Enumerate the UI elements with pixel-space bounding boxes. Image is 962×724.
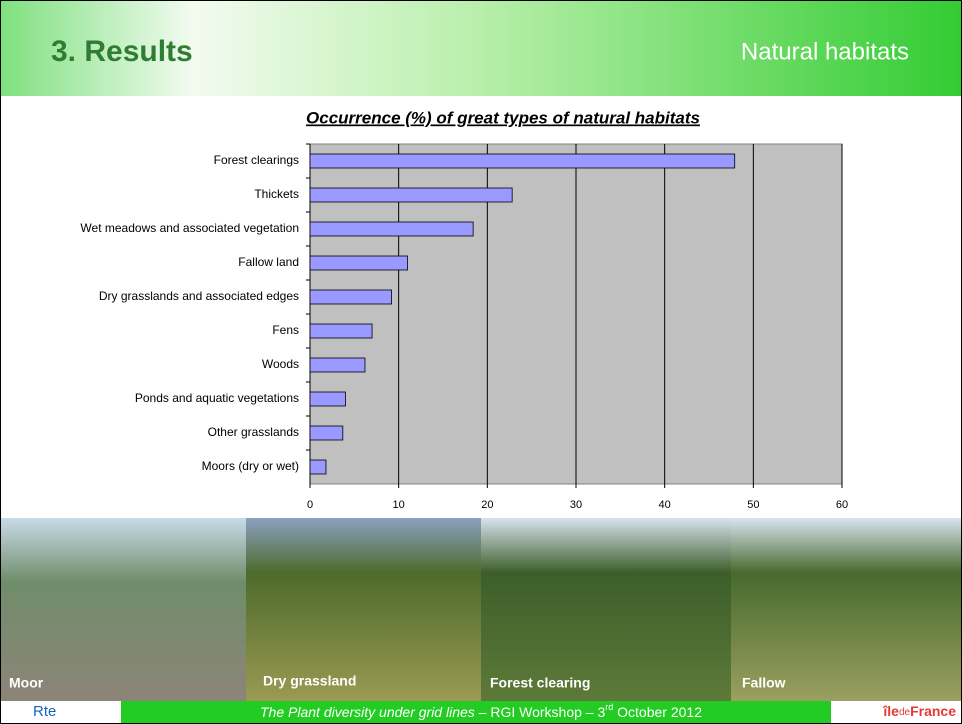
x-tick-label: 10 [393,499,405,511]
bar [310,426,343,440]
photo [1,518,246,701]
logo-box [1,701,121,723]
y-tick-label: Fens [272,323,299,337]
bar [310,154,735,168]
bar [310,324,372,338]
y-tick-label: Dry grasslands and associated edges [99,289,299,303]
x-tick-label: 60 [836,499,848,511]
chart: 3. Results Natural habitats Occurrence (… [1,1,961,723]
photo-caption: Dry grassland [263,673,356,689]
bar [310,188,512,202]
x-tick-label: 50 [747,499,759,511]
y-tick-label: Thickets [254,187,299,201]
photo-caption: Forest clearing [490,675,590,691]
bar [310,392,345,406]
footer-text: The Plant diversity under grid lines – R… [260,702,702,719]
footer-sup: rd [605,702,613,712]
photos: Moor Dry grassland Forest clearing Fallo… [1,518,961,701]
y-tick-label: Ponds and aquatic vegetations [135,391,299,405]
x-tick-label: 30 [570,499,582,511]
x-tick-label: 40 [659,499,671,511]
y-tick-label: Wet meadows and associated vegetation [80,221,299,235]
bar [310,222,473,236]
bar [310,256,408,270]
logo-part: de [899,707,911,718]
logo-right: îledeFrance [882,703,956,719]
chart-title: Occurrence (%) of great types of natural… [306,108,700,127]
footer-text-part: – RGI Workshop – 3 [475,704,606,720]
y-tick-label: Moors (dry or wet) [202,459,299,473]
footer-end: October 2012 [613,704,702,720]
y-tick-label: Forest clearings [214,153,299,167]
x-tick-label: 20 [481,499,493,511]
photo-caption: Fallow [742,675,786,691]
bar [310,290,392,304]
photo [731,518,961,701]
logo-left: Rte [33,703,56,720]
y-tick-label: Other grasslands [208,425,299,439]
slide-title: 3. Results [51,35,193,68]
logo-part: France [910,703,956,719]
section-title: Natural habitats [741,38,909,65]
x-tick-label: 0 [307,499,313,511]
y-tick-label: Fallow land [238,255,299,269]
photo-caption: Moor [9,675,44,691]
logo-part: île [882,703,899,719]
bar [310,358,365,372]
y-tick-label: Woods [262,357,299,371]
bar [310,460,326,474]
photo [481,518,731,701]
slide: 3. Results Natural habitats Occurrence (… [0,0,962,724]
footer-italic: The Plant diversity under grid lines [260,704,475,720]
